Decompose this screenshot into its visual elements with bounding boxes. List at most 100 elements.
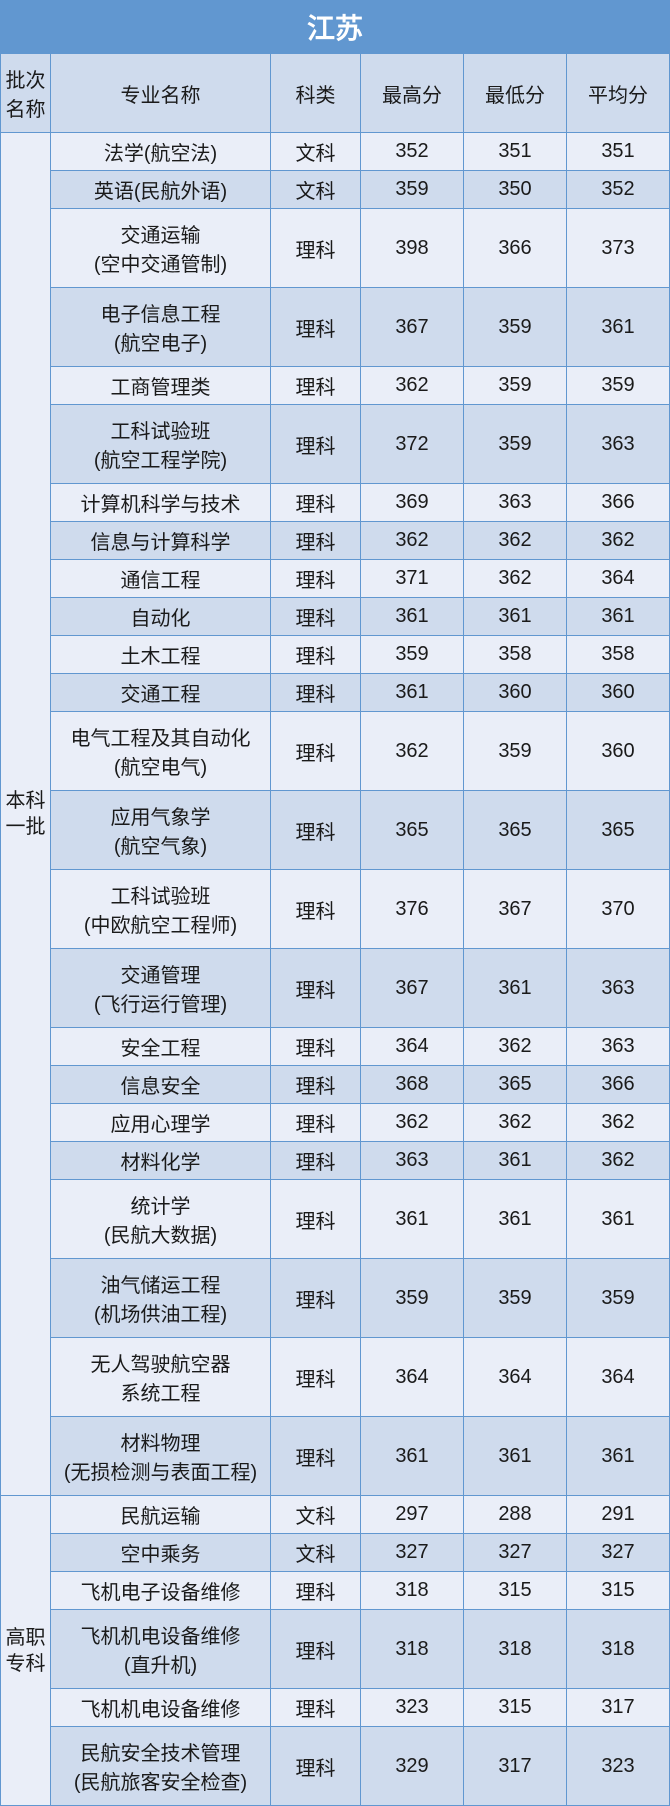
cell-min: 362 — [464, 1028, 567, 1066]
col-header-0: 批次名称 — [1, 54, 51, 133]
cell-major: 应用气象学(航空气象) — [51, 791, 271, 870]
cell-avg: 361 — [567, 1180, 670, 1259]
cell-max: 359 — [361, 1259, 464, 1338]
cell-min: 327 — [464, 1534, 567, 1572]
major-line: 工科试验班 — [53, 415, 268, 444]
cell-major: 工科试验班(中欧航空工程师) — [51, 870, 271, 949]
cell-major: 信息与计算科学 — [51, 522, 271, 560]
major-line: 交通管理 — [53, 959, 268, 988]
cell-category: 理科 — [271, 484, 361, 522]
cell-min: 359 — [464, 288, 567, 367]
table-row: 应用气象学(航空气象)理科365365365 — [1, 791, 670, 870]
major-line: (中欧航空工程师) — [53, 909, 268, 938]
cell-max: 371 — [361, 560, 464, 598]
table-row: 英语(民航外语)文科359350352 — [1, 171, 670, 209]
cell-min: 362 — [464, 1104, 567, 1142]
table-row: 高职专科民航运输文科297288291 — [1, 1496, 670, 1534]
major-line: (航空电子) — [53, 327, 268, 356]
cell-min: 367 — [464, 870, 567, 949]
major-line: 民航安全技术管理 — [53, 1737, 268, 1766]
cell-max: 362 — [361, 522, 464, 560]
cell-avg: 360 — [567, 674, 670, 712]
cell-avg: 363 — [567, 1028, 670, 1066]
cell-major: 飞机机电设备维修 — [51, 1689, 271, 1727]
cell-major: 空中乘务 — [51, 1534, 271, 1572]
cell-max: 352 — [361, 133, 464, 171]
cell-category: 理科 — [271, 522, 361, 560]
col-header-3: 最高分 — [361, 54, 464, 133]
table-row: 信息安全理科368365366 — [1, 1066, 670, 1104]
cell-category: 理科 — [271, 1572, 361, 1610]
batch-label-line: 本科 — [5, 788, 46, 814]
major-line: 材料物理 — [53, 1427, 268, 1456]
cell-min: 288 — [464, 1496, 567, 1534]
major-line: (航空气象) — [53, 830, 268, 859]
cell-avg: 364 — [567, 1338, 670, 1417]
major-line: 土木工程 — [53, 640, 268, 669]
cell-max: 365 — [361, 791, 464, 870]
cell-category: 理科 — [271, 405, 361, 484]
cell-avg: 362 — [567, 522, 670, 560]
cell-category: 理科 — [271, 674, 361, 712]
cell-avg: 366 — [567, 484, 670, 522]
cell-avg: 363 — [567, 949, 670, 1028]
cell-max: 361 — [361, 1417, 464, 1496]
cell-min: 360 — [464, 674, 567, 712]
major-line: 信息安全 — [53, 1070, 268, 1099]
cell-max: 359 — [361, 636, 464, 674]
cell-min: 365 — [464, 1066, 567, 1104]
major-line: 法学(航空法) — [53, 137, 268, 166]
cell-category: 理科 — [271, 870, 361, 949]
table-row: 交通运输(空中交通管制)理科398366373 — [1, 209, 670, 288]
table-title: 江苏 — [1, 1, 670, 54]
table-row: 空中乘务文科327327327 — [1, 1534, 670, 1572]
cell-avg: 373 — [567, 209, 670, 288]
cell-avg: 315 — [567, 1572, 670, 1610]
cell-min: 366 — [464, 209, 567, 288]
cell-avg: 361 — [567, 598, 670, 636]
table-row: 信息与计算科学理科362362362 — [1, 522, 670, 560]
cell-major: 民航安全技术管理(民航旅客安全检查) — [51, 1727, 271, 1806]
cell-max: 361 — [361, 674, 464, 712]
batch-label: 本科一批 — [1, 133, 51, 1496]
table-row: 自动化理科361361361 — [1, 598, 670, 636]
table-row: 交通工程理科361360360 — [1, 674, 670, 712]
cell-min: 359 — [464, 405, 567, 484]
cell-max: 376 — [361, 870, 464, 949]
cell-min: 315 — [464, 1689, 567, 1727]
major-line: 计算机科学与技术 — [53, 488, 268, 517]
cell-max: 368 — [361, 1066, 464, 1104]
cell-avg: 317 — [567, 1689, 670, 1727]
cell-category: 理科 — [271, 1066, 361, 1104]
cell-avg: 323 — [567, 1727, 670, 1806]
cell-avg: 364 — [567, 560, 670, 598]
cell-max: 329 — [361, 1727, 464, 1806]
major-line: 应用气象学 — [53, 801, 268, 830]
cell-min: 364 — [464, 1338, 567, 1417]
cell-major: 应用心理学 — [51, 1104, 271, 1142]
cell-min: 361 — [464, 598, 567, 636]
major-line: 自动化 — [53, 602, 268, 631]
cell-major: 英语(民航外语) — [51, 171, 271, 209]
cell-min: 362 — [464, 560, 567, 598]
table-row: 统计学(民航大数据)理科361361361 — [1, 1180, 670, 1259]
major-line: 交通工程 — [53, 678, 268, 707]
cell-major: 无人驾驶航空器系统工程 — [51, 1338, 271, 1417]
cell-category: 理科 — [271, 1028, 361, 1066]
major-line: 应用心理学 — [53, 1108, 268, 1137]
cell-avg: 370 — [567, 870, 670, 949]
cell-category: 理科 — [271, 712, 361, 791]
cell-max: 361 — [361, 1180, 464, 1259]
major-line: 通信工程 — [53, 564, 268, 593]
major-line: (空中交通管制) — [53, 248, 268, 277]
cell-category: 理科 — [271, 1610, 361, 1689]
cell-major: 土木工程 — [51, 636, 271, 674]
cell-major: 安全工程 — [51, 1028, 271, 1066]
cell-major: 电气工程及其自动化(航空电气) — [51, 712, 271, 791]
cell-avg: 359 — [567, 367, 670, 405]
cell-category: 文科 — [271, 1496, 361, 1534]
cell-min: 365 — [464, 791, 567, 870]
table-row: 民航安全技术管理(民航旅客安全检查)理科329317323 — [1, 1727, 670, 1806]
cell-major: 自动化 — [51, 598, 271, 636]
cell-category: 理科 — [271, 1417, 361, 1496]
